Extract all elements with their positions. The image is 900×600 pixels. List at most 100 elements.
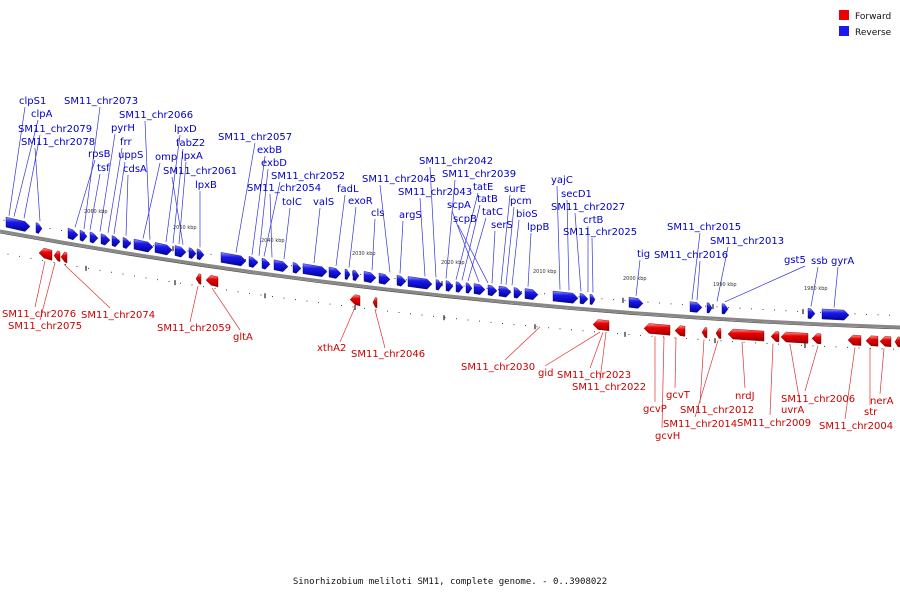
forward-gene-arrow [273,259,289,272]
leader-line [804,345,819,392]
reverse-gene-arrow [780,331,809,344]
leader-line [63,264,111,309]
gene-label-SM11_chr2015: SM11_chr2015 [667,222,741,233]
leader-line [419,197,426,277]
forward-gene-arrow [220,252,247,267]
tick-label: 2040 kbp [261,238,285,244]
leader-line [313,207,321,264]
reverse-gene-arrow [372,297,378,309]
forward-gene-arrow [196,248,205,261]
forward-gene-arrow [89,231,99,244]
gene-label-gcvH: gcvH [655,431,680,442]
gene-label-tatB: tatB [477,194,498,205]
gene-label-bioS: bioS [516,209,538,220]
leader-line [741,341,746,389]
leader-line [374,309,386,349]
leader-line [34,261,46,308]
gene-label-fabZ2: fabZ2 [176,138,205,149]
gene-label-gcvT: gcvT [666,390,691,401]
leader-line [83,106,101,229]
forward-gene-arrow [455,281,464,293]
leader-line [371,218,376,271]
gene-label-fadL: fadL [337,184,359,195]
reverse-gene-arrow [349,294,361,307]
reverse-gene-arrow [701,327,708,338]
reverse-gene-arrow [643,323,671,336]
gene-label-pyrH: pyrH [111,123,135,134]
forward-gene-arrow [435,279,443,291]
gene-label-gst5: gst5 [784,255,806,266]
tick-label: 1990 kbp [713,282,737,288]
leader-line [566,199,570,291]
forward-gene-arrow [706,302,713,314]
leader-line [769,343,774,416]
tick-label: 2010 kbp [533,269,557,275]
leader-line [13,119,39,217]
leader-line [699,339,705,404]
leader-line [451,210,480,283]
leader-line [879,348,885,395]
gene-label-SM11_chr2079: SM11_chr2079 [18,124,92,135]
gene-label-rpsB: rpsB [88,149,111,160]
gene-label-SM11_chr2054: SM11_chr2054 [247,183,321,194]
forward-gene-arrow [689,301,703,313]
leader-line [457,224,489,284]
forward-gene-arrow [807,308,816,319]
leader-line [269,193,273,258]
leader-line [142,162,161,239]
forward-gene-arrow [821,308,850,321]
leader-line [172,148,184,244]
reverse-genes [38,247,900,348]
leader-line [144,120,151,240]
forward-genes [5,216,850,321]
gene-label-scpA: scpA [447,200,471,211]
forward-gene-arrow [122,236,132,249]
gene-label-SM11_chr2004: SM11_chr2004 [819,421,893,432]
gene-label-SM11_chr2045: SM11_chr2045 [362,174,436,185]
leader-line [511,219,520,286]
reverse-gene-arrow [674,325,686,337]
legend: Forward Reverse [839,10,892,38]
gene-label-xthA2: xthA2 [317,343,346,354]
genome-backbone [0,229,900,329]
reverse-gene-arrow [847,334,862,346]
leader-line [500,194,511,285]
leader-line [724,265,806,303]
gene-label-gid: gid [538,368,553,379]
leader-line [339,307,356,343]
leader-line [211,287,241,331]
forward-gene-arrow [552,290,579,304]
gene-label-crtB: crtB [583,215,604,226]
forward-gene-arrow [473,283,486,295]
forward-gene-arrow [513,287,523,299]
leader-line [504,326,541,361]
gene-label-tatC: tatC [482,207,503,218]
tick-label: 2050 kbp [173,225,197,231]
gene-label-gyrA: gyrA [831,256,854,267]
gene-label-SM11_chr2078: SM11_chr2078 [21,137,95,148]
leader-line [348,206,357,268]
leader-line [661,336,665,429]
gene-label-surE: surE [504,184,526,195]
gene-label-SM11_chr2022: SM11_chr2022 [572,382,646,393]
gene-label-SM11_chr2039: SM11_chr2039 [442,169,516,180]
forward-gene-arrow [188,247,197,259]
leader-line [527,232,532,287]
forward-gene-arrow [352,269,360,281]
tick-label: 1980 kbp [804,286,828,292]
gene-label-SM11_chr2073: SM11_chr2073 [64,96,138,107]
genome-caption: Sinorhizobium meliloti SM11, complete ge… [292,577,608,587]
gene-label-lpxB: lpxB [195,180,217,191]
gene-label-nerA: nerA [870,396,894,407]
leader-line [178,161,187,245]
leader-line [399,220,404,274]
forward-gene-arrow [5,216,31,232]
reverse-gene-arrow [894,336,900,348]
legend-swatch-reverse [839,26,849,36]
gene-label-gltA: gltA [233,332,253,343]
gene-label-SM11_chr2016: SM11_chr2016 [654,250,728,261]
forward-gene-arrow [589,293,596,305]
leader-line [716,246,729,302]
leader-line [8,106,26,216]
